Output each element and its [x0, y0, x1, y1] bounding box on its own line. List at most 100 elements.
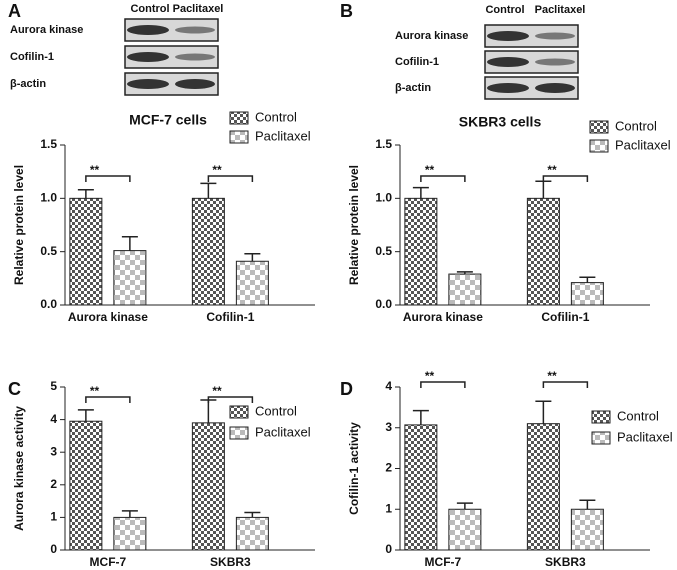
error-bar: [121, 235, 138, 251]
blot-band: [127, 52, 169, 62]
y-tick-label: 0: [50, 542, 57, 556]
significance-bracket: [85, 175, 131, 182]
blot-band: [535, 58, 575, 66]
bar: [113, 250, 147, 306]
blot-row-label: Aurora kinase: [395, 30, 468, 42]
x-tick-label: Aurora kinase: [403, 310, 483, 324]
bar: [404, 197, 438, 306]
error-bar: [121, 510, 138, 518]
legend-swatch: [591, 431, 611, 445]
y-tick-label: 0.5: [40, 244, 57, 258]
blot-band: [487, 31, 529, 41]
legend-label: Paclitaxel: [617, 429, 673, 444]
y-tick-label: 2: [385, 461, 392, 475]
chart-title: SKBR3 cells: [459, 114, 542, 130]
blot-strip: [484, 76, 579, 100]
y-tick-label: 3: [50, 444, 57, 458]
x-tick-label: MCF-7: [90, 555, 127, 569]
bar: [570, 282, 604, 306]
legend-swatch: [229, 426, 249, 440]
panel-label: A: [8, 1, 21, 21]
y-axis-label: Relative protein level: [12, 165, 26, 285]
legend-label: Paclitaxel: [255, 424, 311, 439]
panel-label: B: [340, 1, 353, 21]
blot-band: [175, 53, 215, 61]
significance-bracket: [420, 381, 466, 388]
blot-band: [487, 57, 529, 67]
x-tick-label: SKBR3: [210, 555, 251, 569]
significance-label: **: [547, 163, 557, 177]
error-bar: [244, 511, 261, 518]
bar: [570, 508, 604, 551]
significance-label: **: [212, 384, 222, 398]
legend-label: Control: [617, 408, 659, 423]
bar: [526, 423, 560, 551]
y-tick-label: 2: [50, 477, 57, 491]
error-bar: [244, 253, 261, 262]
significance-label: **: [547, 369, 557, 383]
significance-bracket: [85, 396, 131, 403]
y-tick-label: 1.0: [375, 191, 392, 205]
y-tick-label: 1.0: [40, 191, 57, 205]
y-tick-label: 3: [385, 420, 392, 434]
legend-label: Paclitaxel: [255, 128, 311, 143]
bar: [404, 424, 438, 551]
error-bar: [77, 409, 94, 422]
significance-label: **: [90, 384, 100, 398]
y-tick-label: 5: [50, 379, 57, 393]
error-bar: [456, 271, 473, 275]
x-tick-label: Cofilin-1: [206, 310, 254, 324]
error-bar: [412, 186, 429, 199]
y-tick-label: 4: [50, 412, 57, 426]
error-bar: [200, 182, 217, 199]
blot-band: [535, 32, 575, 40]
x-tick-label: MCF-7: [425, 555, 462, 569]
legend-label: Control: [615, 118, 657, 133]
x-tick-label: SKBR3: [545, 555, 586, 569]
significance-bracket: [542, 175, 589, 182]
blot-band: [175, 26, 215, 34]
y-axis-label: Cofilin-1 activity: [347, 422, 361, 515]
panel-label: C: [8, 379, 21, 399]
blot-strip: [124, 45, 219, 69]
error-bar: [535, 180, 552, 199]
bar: [191, 197, 225, 306]
error-bar: [200, 399, 217, 423]
blot-band: [127, 79, 169, 89]
blot-column-label: Control: [130, 3, 169, 15]
legend-swatch: [229, 130, 249, 144]
blot-band: [535, 83, 575, 93]
blot-column-label: Control: [485, 4, 524, 16]
blot-column-label: Paclitaxel: [173, 3, 224, 15]
legend-label: Paclitaxel: [615, 137, 671, 152]
y-tick-label: 1: [50, 510, 57, 524]
error-bar: [579, 499, 596, 510]
legend-swatch: [591, 410, 611, 424]
chart-title: MCF-7 cells: [129, 112, 207, 128]
error-bar: [412, 409, 429, 425]
y-tick-label: 1.5: [40, 137, 57, 151]
error-bar: [77, 189, 94, 199]
y-tick-label: 0.0: [375, 297, 392, 311]
legend-label: Control: [255, 109, 297, 124]
bar: [448, 508, 482, 551]
blot-row-label: β-actin: [10, 78, 46, 90]
blot-strip: [484, 50, 579, 74]
legend-swatch: [589, 139, 609, 153]
y-tick-label: 1: [385, 501, 392, 515]
bar: [235, 516, 269, 551]
blot-band: [175, 79, 215, 89]
bar: [191, 422, 225, 551]
legend-swatch: [589, 120, 609, 134]
bar: [526, 197, 560, 306]
legend-swatch: [229, 405, 249, 419]
error-bar: [579, 276, 596, 283]
blot-strip: [124, 18, 219, 42]
y-tick-label: 0.0: [40, 297, 57, 311]
y-axis-label: Relative protein level: [347, 165, 361, 285]
blot-strip: [484, 24, 579, 48]
bar: [235, 260, 269, 306]
blot-row-label: Cofilin-1: [395, 56, 439, 68]
bar: [448, 273, 482, 306]
